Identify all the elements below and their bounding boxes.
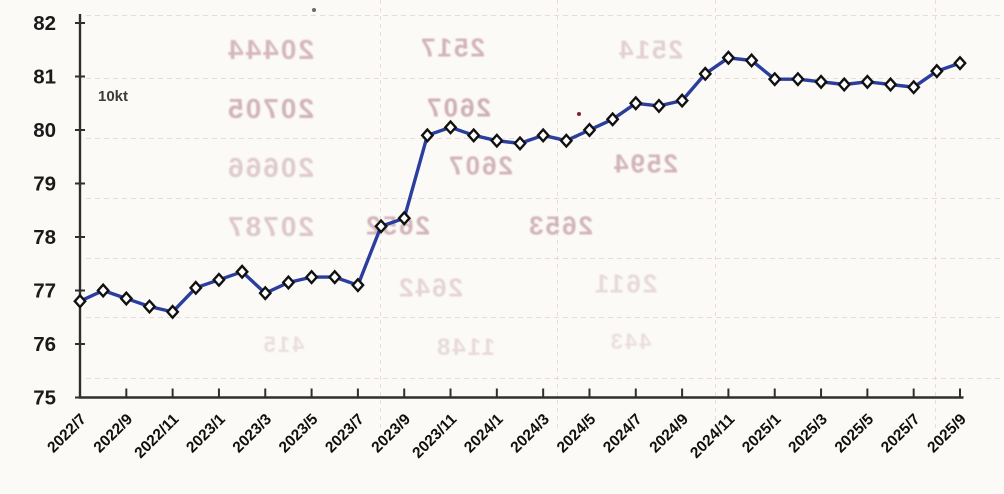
data-point-marker <box>675 92 689 109</box>
x-axis-tick-label: 2023/3 <box>230 411 276 457</box>
bleedthrough-table-hline <box>86 258 1004 259</box>
x-axis-tick-label: 2023/5 <box>276 411 322 457</box>
x-axis-tick-label: 2024/1 <box>461 411 507 457</box>
data-point-marker <box>212 272 226 288</box>
data-point-marker <box>883 76 898 93</box>
y-axis-tick-label: 81 <box>33 66 56 89</box>
y-axis-tick-label: 79 <box>33 173 56 196</box>
y-axis-tick-label: 78 <box>33 226 56 249</box>
x-axis-tick-label: 2025/3 <box>785 411 831 457</box>
data-point-marker <box>96 282 110 299</box>
data-point-marker <box>258 285 273 301</box>
axis-lines <box>78 14 964 399</box>
bleedthrough-table-hline <box>86 378 1004 379</box>
data-point-marker <box>397 210 412 226</box>
x-axis-tick-label: 2024/9 <box>646 411 692 457</box>
x-axis-tick-label: 2023/1 <box>183 411 229 457</box>
data-point-marker <box>930 63 944 79</box>
data-point-marker <box>420 127 435 143</box>
data-point-marker <box>281 274 296 291</box>
x-axis-tick-label: 2024/11 <box>687 411 738 462</box>
data-point-marker <box>744 52 759 69</box>
data-point-marker <box>466 127 481 143</box>
x-axis-tick-label: 2024/3 <box>507 411 553 457</box>
x-axis-tick-label: 2022/7 <box>44 411 90 457</box>
bleedthrough-table-vline <box>380 0 381 432</box>
data-point-marker <box>235 264 249 280</box>
scan-speck <box>577 112 581 116</box>
data-point-marker <box>513 135 527 151</box>
y-axis-tick-label: 76 <box>33 333 56 356</box>
bleedthrough-table-hline <box>86 198 1004 199</box>
data-point-marker <box>582 122 597 138</box>
data-point-marker <box>605 111 620 127</box>
data-point-marker <box>652 98 666 114</box>
y-axis-tick-label: 82 <box>33 12 56 35</box>
x-axis-tick-label: 2025/9 <box>924 411 970 457</box>
bleedthrough-table-hline <box>86 317 1004 318</box>
data-point-marker <box>721 50 736 66</box>
x-axis-tick-label: 2025/7 <box>878 411 924 457</box>
data-point-marker <box>119 290 134 307</box>
data-point-marker <box>698 66 713 82</box>
data-point-marker <box>304 269 319 285</box>
data-point-marker <box>536 127 550 143</box>
data-point-marker <box>351 277 365 293</box>
data-point-marker <box>628 95 643 111</box>
data-point-marker <box>443 119 458 135</box>
data-point-marker <box>559 133 574 149</box>
data-point-marker <box>953 55 967 71</box>
bleedthrough-table-hline <box>86 78 1004 79</box>
data-line <box>79 56 961 314</box>
x-axis-tick-label: 2023/7 <box>322 411 368 457</box>
data-point-marker <box>188 280 203 296</box>
data-point-marker <box>860 74 875 90</box>
bleedthrough-table-vline <box>715 0 716 432</box>
bleedthrough-table-vline <box>935 0 936 432</box>
data-point-marker <box>165 304 180 320</box>
scan-speck <box>312 8 316 12</box>
y-axis-tick-label: 77 <box>33 280 56 303</box>
data-point-marker <box>837 76 852 93</box>
data-point-marker <box>814 74 828 90</box>
data-point-marker <box>791 71 805 87</box>
data-point-marker <box>767 71 782 87</box>
data-point-marker <box>490 133 504 149</box>
x-axis-tick-label: 2023/9 <box>368 411 414 457</box>
data-point-marker <box>374 218 388 234</box>
x-axis-tick-label: 2025/5 <box>832 411 878 457</box>
x-axis-tick-label: 2024/5 <box>554 411 600 457</box>
bleedthrough-table-vline <box>557 0 558 432</box>
x-axis-tick-label: 2022/9 <box>91 411 137 457</box>
unit-label: 10kt <box>98 88 129 105</box>
data-point-marker <box>906 79 921 95</box>
x-axis-tick-label: 2025/1 <box>739 411 785 457</box>
y-axis-tick-label: 80 <box>33 119 56 142</box>
y-axis-tick-label: 75 <box>33 387 56 410</box>
bleedthrough-table-hline <box>86 15 1004 16</box>
data-point-marker <box>327 269 342 285</box>
data-point-marker <box>142 298 157 315</box>
x-axis-tick-label: 2024/7 <box>600 411 646 457</box>
data-point-marker <box>73 293 87 309</box>
x-axis-tick-label: 2023/11 <box>409 411 460 462</box>
x-axis-tick-label: 2022/11 <box>131 411 182 462</box>
